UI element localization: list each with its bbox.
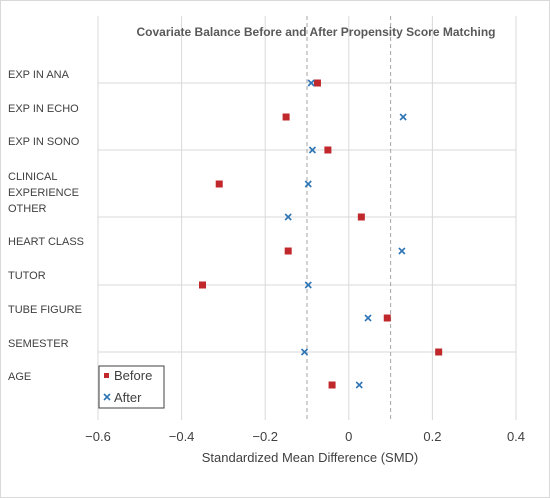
x-tick-label: −0.6 — [85, 429, 111, 444]
before-point — [328, 381, 336, 389]
after-point — [304, 281, 312, 289]
category-label: SEMESTER — [8, 338, 69, 350]
category-label: TUBE FIGURE — [8, 304, 82, 316]
after-point — [308, 146, 316, 154]
chart-title: Covariate Balance Before and After Prope… — [137, 25, 496, 39]
before-point — [282, 113, 290, 121]
after-point — [307, 79, 315, 87]
x-tick-labels: −0.6 −0.4 −0.2 0 0.2 0.4 — [85, 429, 525, 444]
reference-lines — [306, 16, 392, 420]
x-axis-title: Standardized Mean Difference (SMD) — [202, 450, 419, 465]
before-point — [324, 146, 332, 154]
x-tick-label: 0.4 — [507, 429, 525, 444]
data-points — [199, 79, 443, 389]
grid — [97, 16, 517, 420]
x-tick-label: 0 — [345, 429, 352, 444]
category-label: AGE — [8, 371, 31, 383]
legend-before-marker — [104, 373, 109, 378]
category-labels: EXP IN ANA EXP IN ECHO EXP IN SONO CLINICAL… — [8, 69, 84, 383]
x-tick-label: −0.2 — [252, 429, 278, 444]
category-label: TUTOR — [8, 270, 46, 282]
category-label: CLINICAL EXPERIENCE OTHER — [8, 171, 79, 215]
before-point — [284, 247, 292, 255]
before-point — [435, 348, 443, 356]
before-point — [199, 281, 206, 289]
after-point — [300, 348, 309, 356]
category-label: EXP IN ECHO — [8, 103, 79, 115]
category-label: EXP IN SONO — [8, 136, 80, 148]
after-point — [284, 213, 292, 221]
legend: Before After — [98, 365, 165, 409]
legend-before-label: Before — [114, 368, 152, 383]
legend-box — [98, 365, 165, 409]
before-point — [215, 180, 223, 188]
after-point — [355, 381, 363, 389]
after-point — [398, 247, 406, 255]
after-point — [364, 314, 372, 322]
before-point — [313, 79, 321, 87]
x-tick-label: −0.4 — [169, 429, 195, 444]
legend-after-marker — [103, 393, 111, 401]
before-point — [383, 314, 391, 322]
category-label: EXP IN ANA — [8, 69, 70, 81]
before-point — [357, 213, 365, 221]
after-point — [304, 180, 312, 188]
x-tick-label: 0.2 — [423, 429, 441, 444]
category-label: HEART CLASS — [8, 236, 84, 248]
legend-after-label: After — [114, 390, 142, 405]
after-point — [399, 113, 407, 121]
